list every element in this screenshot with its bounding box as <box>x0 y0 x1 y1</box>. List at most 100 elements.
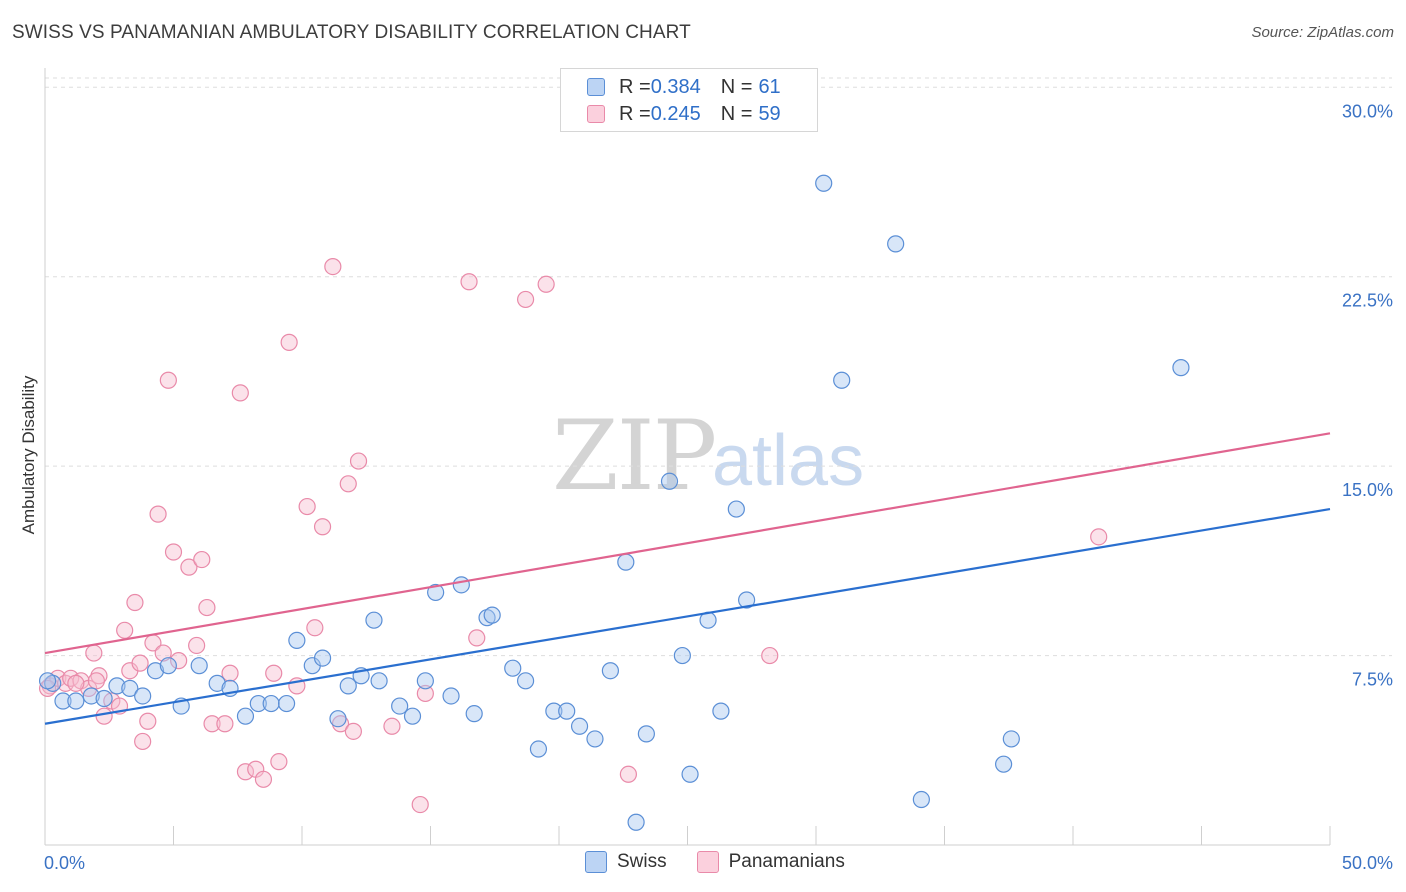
swiss-point <box>529 740 548 758</box>
panamanians-point <box>139 712 157 730</box>
swiss-point <box>427 583 445 602</box>
panamanians-point <box>95 707 113 725</box>
swiss-point <box>249 694 267 713</box>
source-label: Source: ZipAtlas.com <box>1251 24 1394 41</box>
panamanians-point <box>159 371 177 389</box>
swiss-swatch <box>587 78 605 96</box>
y-tick-label: 15.0% <box>1342 480 1393 500</box>
panamanians-point <box>468 629 486 647</box>
legend-pan-n-value: 59 <box>758 102 781 125</box>
panamanians-point <box>1090 528 1108 546</box>
swiss-point <box>833 371 851 389</box>
swiss-point <box>391 697 409 715</box>
swiss-point <box>660 472 679 490</box>
swiss-point <box>277 694 296 713</box>
swiss-point <box>159 657 177 675</box>
legend-pan-r-value: 0.245 <box>650 102 701 125</box>
panamanians-point <box>62 669 80 687</box>
panamanians-point <box>87 672 106 690</box>
panamanians-point <box>270 753 288 771</box>
panamanians-point <box>298 497 316 516</box>
x-tick-label-max: 50.0% <box>1342 853 1393 873</box>
legend-swiss-n-value: 61 <box>758 75 781 98</box>
panamanians-point <box>149 505 167 523</box>
x-tick-label-min: 0.0% <box>44 853 85 873</box>
swiss-point <box>570 717 589 735</box>
panamanians-point <box>460 273 478 291</box>
swiss-point <box>601 662 620 680</box>
swiss-point <box>586 730 604 748</box>
swiss-point <box>288 631 306 650</box>
swiss-point <box>637 725 655 743</box>
legend-swiss-n-label: N = <box>720 75 753 98</box>
y-tick-label: 30.0% <box>1342 101 1393 121</box>
swiss-point <box>712 702 730 720</box>
swiss-point <box>558 702 576 720</box>
legend-item-panamanians[interactable]: Panamanians <box>696 851 845 873</box>
swiss-trend-line <box>44 507 1331 725</box>
panamanians-point <box>198 598 216 617</box>
panamanians-point <box>131 654 149 672</box>
legend-row-panamanians: R = 0.245 N = 59 <box>587 102 781 126</box>
panamanians-point <box>231 384 249 402</box>
swiss-point <box>727 500 745 518</box>
legend-swiss-r-label: R = <box>619 75 651 98</box>
y-axis-label: Ambulatory Disability <box>19 375 38 534</box>
swiss-point <box>121 679 139 698</box>
panamanians-point <box>383 717 401 735</box>
panamanians-point <box>180 558 198 576</box>
swiss-point <box>329 710 347 728</box>
swiss-point <box>95 689 113 708</box>
panamanians-point <box>761 646 779 665</box>
panamanians-point <box>339 475 357 493</box>
swiss-point <box>146 662 165 680</box>
swiss-point <box>190 657 208 675</box>
watermark-atlas: atlas <box>712 421 865 501</box>
legend-swiss-r-value: 0.384 <box>650 75 701 98</box>
swiss-point <box>1002 730 1020 748</box>
swiss-point <box>208 674 226 692</box>
panamanians-point <box>85 644 103 662</box>
swiss-point <box>67 692 85 710</box>
panamanians-point <box>411 795 429 814</box>
swiss-point <box>912 790 930 809</box>
panamanians-point <box>188 636 206 655</box>
swiss-point <box>673 646 691 665</box>
panamanians-point <box>193 550 211 569</box>
swiss-point <box>262 694 280 713</box>
panamanians-point <box>134 732 152 751</box>
swiss-point <box>54 692 72 710</box>
swiss-point <box>416 672 434 690</box>
swiss-point <box>617 553 635 571</box>
swiss-point <box>365 611 383 629</box>
panamanians-point <box>154 644 172 662</box>
swiss-point <box>108 677 126 695</box>
panamanians-point <box>537 275 555 293</box>
legend-item-swiss[interactable]: Swiss <box>585 851 667 873</box>
panamanians-point <box>67 674 85 692</box>
swiss-point <box>1172 359 1190 377</box>
swiss-point <box>339 677 357 695</box>
swiss-point <box>815 174 833 192</box>
panamanians-points <box>38 257 1108 814</box>
swiss-point <box>403 707 422 725</box>
swiss-point <box>995 755 1013 773</box>
panamanians-point <box>349 452 368 470</box>
panamanians-point <box>221 664 239 682</box>
swiss-point <box>134 687 152 705</box>
swiss-point <box>681 765 699 783</box>
legend-panamanians-label: Panamanians <box>728 851 845 872</box>
panamanians-point <box>170 652 188 670</box>
panamanians-point <box>344 722 362 740</box>
panamanians-point <box>324 257 342 276</box>
watermark-zip: ZIP <box>552 400 717 512</box>
swiss-point <box>370 672 388 690</box>
swiss-point <box>516 672 535 690</box>
panamanians-point <box>164 543 183 561</box>
swiss-point <box>465 705 483 723</box>
panamanians-point <box>236 763 255 781</box>
chart-title: SWISS VS PANAMANIAN AMBULATORY DISABILIT… <box>12 22 691 43</box>
correlation-legend: R = 0.384 N = 61 R = 0.245 N = 59 <box>560 68 818 132</box>
panamanians-point <box>265 664 283 682</box>
